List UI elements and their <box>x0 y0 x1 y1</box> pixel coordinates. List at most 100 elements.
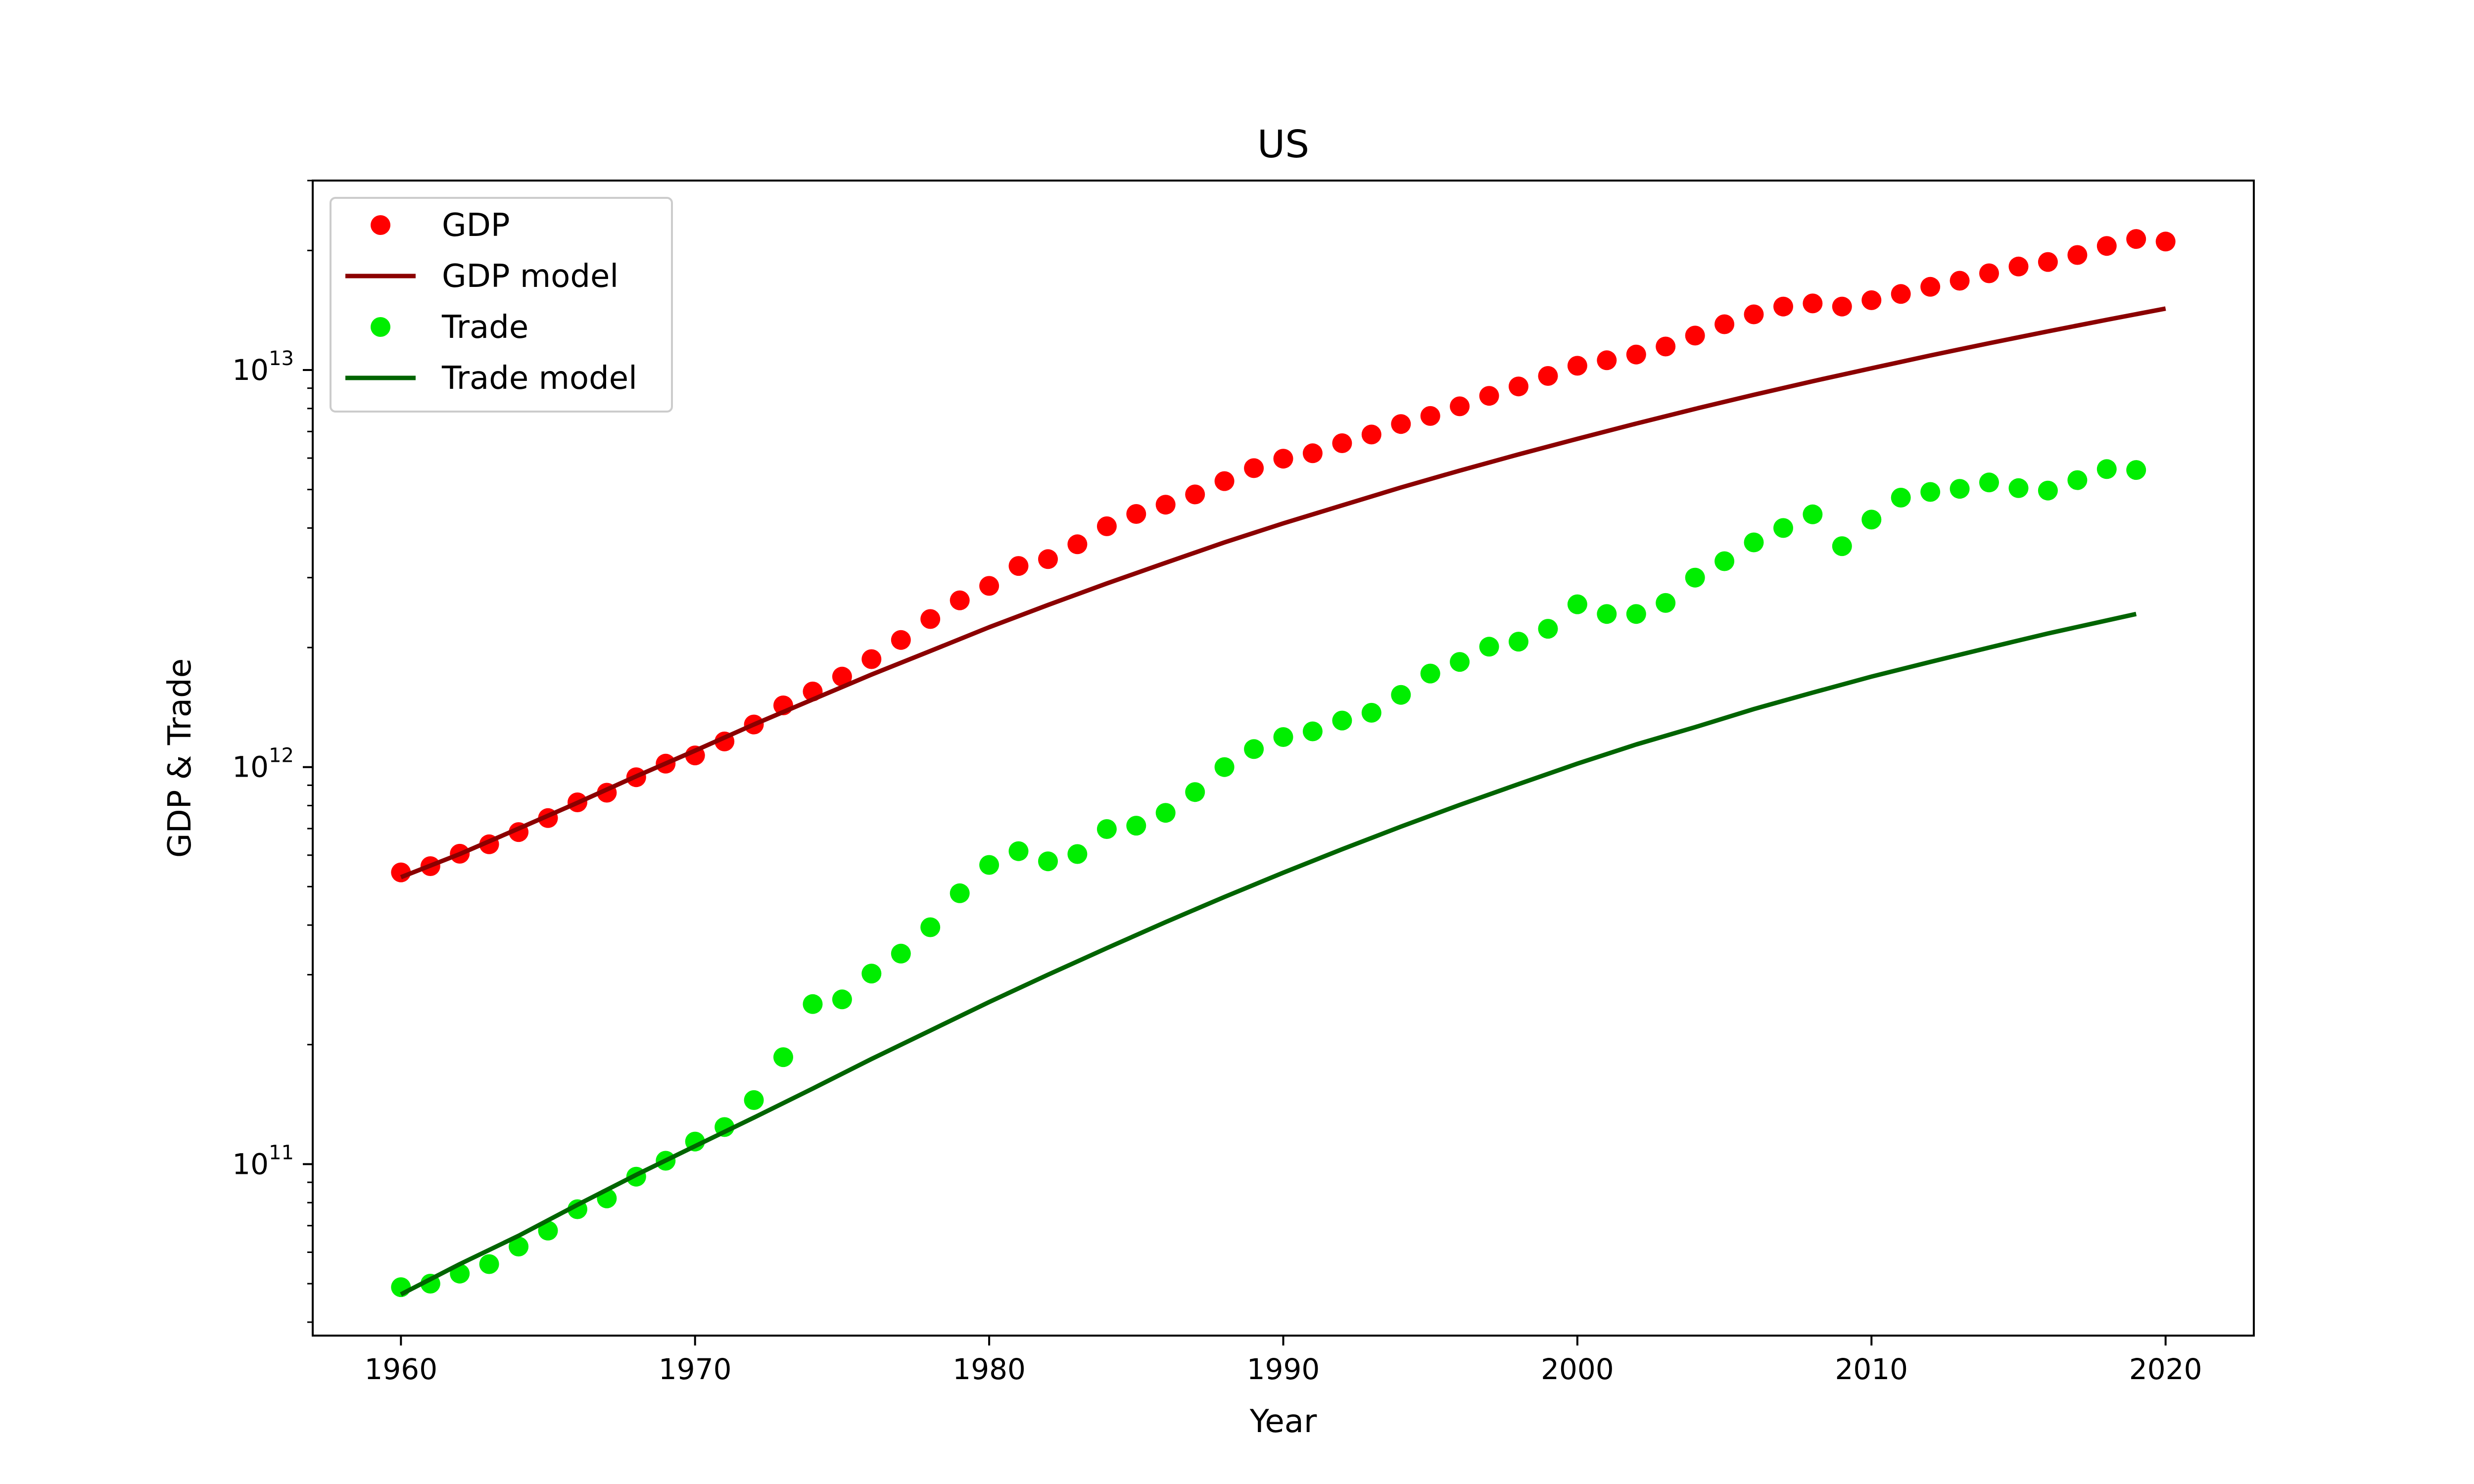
data-point <box>1832 296 1852 317</box>
data-point <box>1273 449 1293 469</box>
data-point <box>1597 604 1617 624</box>
data-point <box>1420 406 1440 426</box>
data-point <box>950 590 970 610</box>
x-tick-label: 2010 <box>1835 1352 1908 1386</box>
y-axis-label: GDP & Trade <box>162 658 198 858</box>
data-point <box>861 964 882 984</box>
data-point <box>1509 376 1528 397</box>
data-point <box>1656 336 1676 357</box>
data-point <box>1685 325 1705 346</box>
data-point <box>1332 710 1352 731</box>
data-point <box>1126 816 1146 836</box>
series-line <box>400 306 2166 880</box>
data-point <box>950 883 970 903</box>
data-point <box>2126 229 2146 249</box>
data-point <box>979 576 999 596</box>
data-point <box>2008 478 2029 498</box>
data-point <box>1096 819 1117 839</box>
data-point <box>1744 304 1764 325</box>
series-line <box>400 611 2137 1297</box>
data-point <box>1126 504 1146 524</box>
x-tick-label: 2020 <box>2129 1352 2202 1386</box>
legend-label: GDP model <box>442 258 618 295</box>
data-point <box>1567 594 1587 614</box>
series-trade-model <box>400 611 2137 1297</box>
data-point <box>1391 414 1411 434</box>
legend: GDP GDP model Trade Trade model <box>330 197 673 413</box>
legend-label: Trade <box>441 309 528 346</box>
data-point <box>1950 479 1970 499</box>
data-point <box>1361 424 1381 445</box>
data-point <box>2096 459 2117 479</box>
data-point <box>2038 480 2058 501</box>
data-point <box>920 917 941 937</box>
data-point <box>1185 782 1205 802</box>
data-point <box>1273 727 1293 747</box>
data-point <box>2038 252 2058 272</box>
data-point <box>891 630 911 650</box>
data-point <box>1185 484 1205 505</box>
data-point <box>1861 510 1882 530</box>
data-point <box>1744 532 1764 553</box>
data-point <box>1214 757 1235 777</box>
x-tick-label: 2000 <box>1541 1352 1614 1386</box>
data-point <box>2067 470 2088 490</box>
data-point <box>1538 619 1558 639</box>
data-point <box>1685 567 1705 588</box>
data-point <box>1479 637 1499 657</box>
data-point <box>1067 534 1088 555</box>
data-point <box>1714 314 1735 334</box>
series-gdp-model <box>400 306 2166 880</box>
data-point <box>1391 685 1411 705</box>
legend-label: Trade model <box>441 360 637 397</box>
data-point <box>1450 396 1470 417</box>
data-point <box>1950 271 1970 291</box>
data-point <box>1538 366 1558 386</box>
data-point <box>1479 386 1499 406</box>
data-point <box>1832 536 1852 556</box>
data-point <box>1861 290 1882 310</box>
data-point <box>2155 232 2176 252</box>
data-point <box>891 943 911 964</box>
x-axis: 1960 1970 1980 1990 2000 2010 2020 <box>365 1336 2202 1386</box>
data-point <box>1656 593 1676 613</box>
chart-title: US <box>1257 123 1309 167</box>
legend-item: Trade <box>371 309 528 346</box>
legend-marker-swatch <box>371 317 390 337</box>
data-point <box>479 1254 499 1274</box>
x-tick-label: 1980 <box>952 1352 1026 1386</box>
data-point <box>920 609 941 629</box>
x-axis-label: Year <box>1249 1403 1317 1440</box>
data-point <box>1420 663 1440 684</box>
data-point <box>1155 803 1176 823</box>
data-point <box>1038 549 1058 569</box>
data-point <box>1302 443 1323 464</box>
x-tick-label: 1990 <box>1247 1352 1320 1386</box>
data-point <box>1155 495 1176 515</box>
data-point <box>509 1237 529 1256</box>
data-point <box>2096 236 2117 256</box>
data-point <box>979 855 999 875</box>
data-point <box>1038 851 1058 872</box>
data-point <box>1773 296 1793 317</box>
data-point <box>803 994 823 1014</box>
data-point <box>2008 256 2029 277</box>
data-point <box>1714 551 1735 571</box>
data-point <box>1214 471 1235 491</box>
data-point <box>1773 518 1793 538</box>
data-point <box>832 989 852 1010</box>
data-point <box>861 649 882 669</box>
data-point <box>1244 739 1264 759</box>
legend-label: GDP <box>442 207 510 244</box>
data-point <box>1096 516 1117 536</box>
data-point <box>1361 702 1381 723</box>
legend-item: GDP <box>371 207 510 244</box>
series-gdp <box>391 229 2176 882</box>
legend-item: Trade model <box>345 360 637 397</box>
data-point <box>1509 632 1528 652</box>
data-point <box>1302 721 1323 742</box>
legend-box <box>330 197 673 413</box>
data-point <box>1891 488 1911 508</box>
data-point <box>1626 344 1646 365</box>
